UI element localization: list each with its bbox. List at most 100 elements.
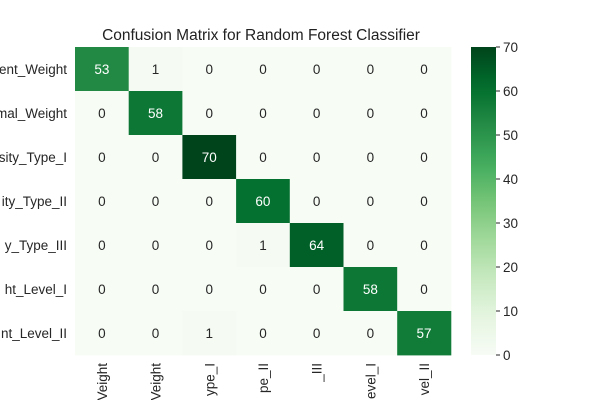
heatmap-cell [128, 47, 183, 92]
heatmap-cell [128, 179, 183, 224]
heatmap-cell [289, 267, 344, 312]
column-labels: Veight Veight ype_I pe_II _III evel_I vel_II [95, 363, 432, 400]
cell-value-label: 0 [205, 106, 213, 121]
colorbar-tick-label: 50 [503, 128, 518, 143]
heatmap-cell [343, 223, 398, 268]
heatmap-cell [236, 135, 291, 180]
cell-value-label: 53 [94, 62, 109, 77]
cell-value-label: 0 [313, 194, 321, 209]
cell-value-label: 0 [367, 238, 375, 253]
row-tick-label: mal_Weight [0, 106, 67, 121]
cell-value-label: 0 [205, 282, 213, 297]
cell-value-label: 0 [420, 282, 428, 297]
cell-value-label: 0 [152, 326, 160, 341]
cell-value-label: 58 [363, 282, 378, 297]
heatmap-cell [75, 135, 130, 180]
cell-value-label: 70 [202, 150, 217, 165]
cell-value-label: 0 [259, 106, 267, 121]
heatmap-cell [236, 47, 291, 92]
colorbar-tick-label: 0 [503, 348, 511, 363]
column-tick-label: vel_II [417, 363, 432, 395]
cell-value-label: 58 [148, 106, 163, 121]
cell-value-label: 0 [152, 194, 160, 209]
heatmap-cell [236, 267, 291, 312]
cell-value-label: 1 [205, 326, 213, 341]
cell-value-label: 0 [420, 194, 428, 209]
cell-value-label: 0 [367, 326, 375, 341]
heatmap-cell [236, 91, 291, 136]
heatmap-cell [75, 267, 130, 312]
heatmap-cell [182, 91, 237, 136]
cell-value-label: 0 [98, 282, 106, 297]
column-tick-label: evel_I [363, 363, 378, 399]
row-tick-label: ht_Level_I [5, 282, 67, 297]
colorbar-tick-label: 70 [503, 40, 518, 55]
cell-value-label: 0 [367, 150, 375, 165]
heatmap-cell [182, 311, 237, 356]
heatmap-cell [289, 135, 344, 180]
heatmap-cell [75, 47, 130, 92]
cell-value-label: 0 [205, 62, 213, 77]
cell-value-label: 0 [205, 194, 213, 209]
heatmap-cell [182, 267, 237, 312]
cell-value-label: 0 [313, 282, 321, 297]
cell-value-label: 0 [152, 238, 160, 253]
cell-value-label: 0 [205, 238, 213, 253]
heatmap-cell [343, 267, 398, 312]
cell-value-label: 0 [259, 150, 267, 165]
cell-value-label: 0 [259, 62, 267, 77]
colorbar-tick-label: 40 [503, 172, 518, 187]
row-tick-label: sity_Type_I [0, 150, 67, 165]
heatmap-cell [182, 179, 237, 224]
cell-value-label: 0 [367, 106, 375, 121]
cell-value-label: 0 [98, 150, 106, 165]
heatmap-cell [343, 135, 398, 180]
cell-value-label: 0 [420, 106, 428, 121]
heatmap-cell [397, 223, 452, 268]
cell-value-label: 1 [259, 238, 267, 253]
chart-title: Confusion Matrix for Random Forest Class… [102, 27, 420, 44]
heatmap-cell [289, 47, 344, 92]
cell-value-label: 0 [98, 194, 106, 209]
colorbar-gradient [471, 47, 496, 355]
cell-value-label: 1 [152, 62, 160, 77]
column-tick-label: Veight [149, 363, 164, 400]
cell-value-label: 0 [313, 326, 321, 341]
cell-value-label: 0 [98, 238, 106, 253]
cell-value-label: 0 [98, 326, 106, 341]
cell-value-label: 0 [259, 282, 267, 297]
heatmap-cell [75, 179, 130, 224]
cell-value-label: 0 [259, 326, 267, 341]
colorbar-tick-label: 60 [503, 84, 518, 99]
cell-value-label: 0 [313, 106, 321, 121]
heatmap-cell [236, 179, 291, 224]
heatmap-cell [128, 267, 183, 312]
cell-value-label: 64 [309, 238, 325, 253]
cell-value-label: 0 [420, 238, 428, 253]
row-tick-label: ent_Weight [0, 62, 67, 77]
colorbar: 0 10 20 30 40 50 60 70 [471, 40, 518, 363]
cell-value-label: 0 [313, 62, 321, 77]
cell-value-label: 0 [313, 150, 321, 165]
cell-value-label: 0 [152, 150, 160, 165]
row-tick-label: nt_Level_II [1, 326, 67, 341]
cell-value-label: 60 [255, 194, 270, 209]
heatmap-cell [343, 91, 398, 136]
heatmap-cell [397, 179, 452, 224]
heatmap-cell [397, 267, 452, 312]
heatmap-cell [289, 179, 344, 224]
column-tick-label: pe_II [256, 363, 271, 393]
heatmap-cell [397, 311, 452, 356]
heatmap-cell [128, 311, 183, 356]
heatmap-cell [182, 223, 237, 268]
heatmap-cell [289, 91, 344, 136]
row-tick-label: ity_Type_II [2, 194, 67, 209]
heatmap-cell [343, 179, 398, 224]
heatmap-cell [75, 91, 130, 136]
cell-value-label: 0 [152, 282, 160, 297]
colorbar-tick-label: 10 [503, 304, 518, 319]
heatmap-cell [236, 223, 291, 268]
heatmap-cell [289, 223, 344, 268]
heatmap-cell [128, 91, 183, 136]
